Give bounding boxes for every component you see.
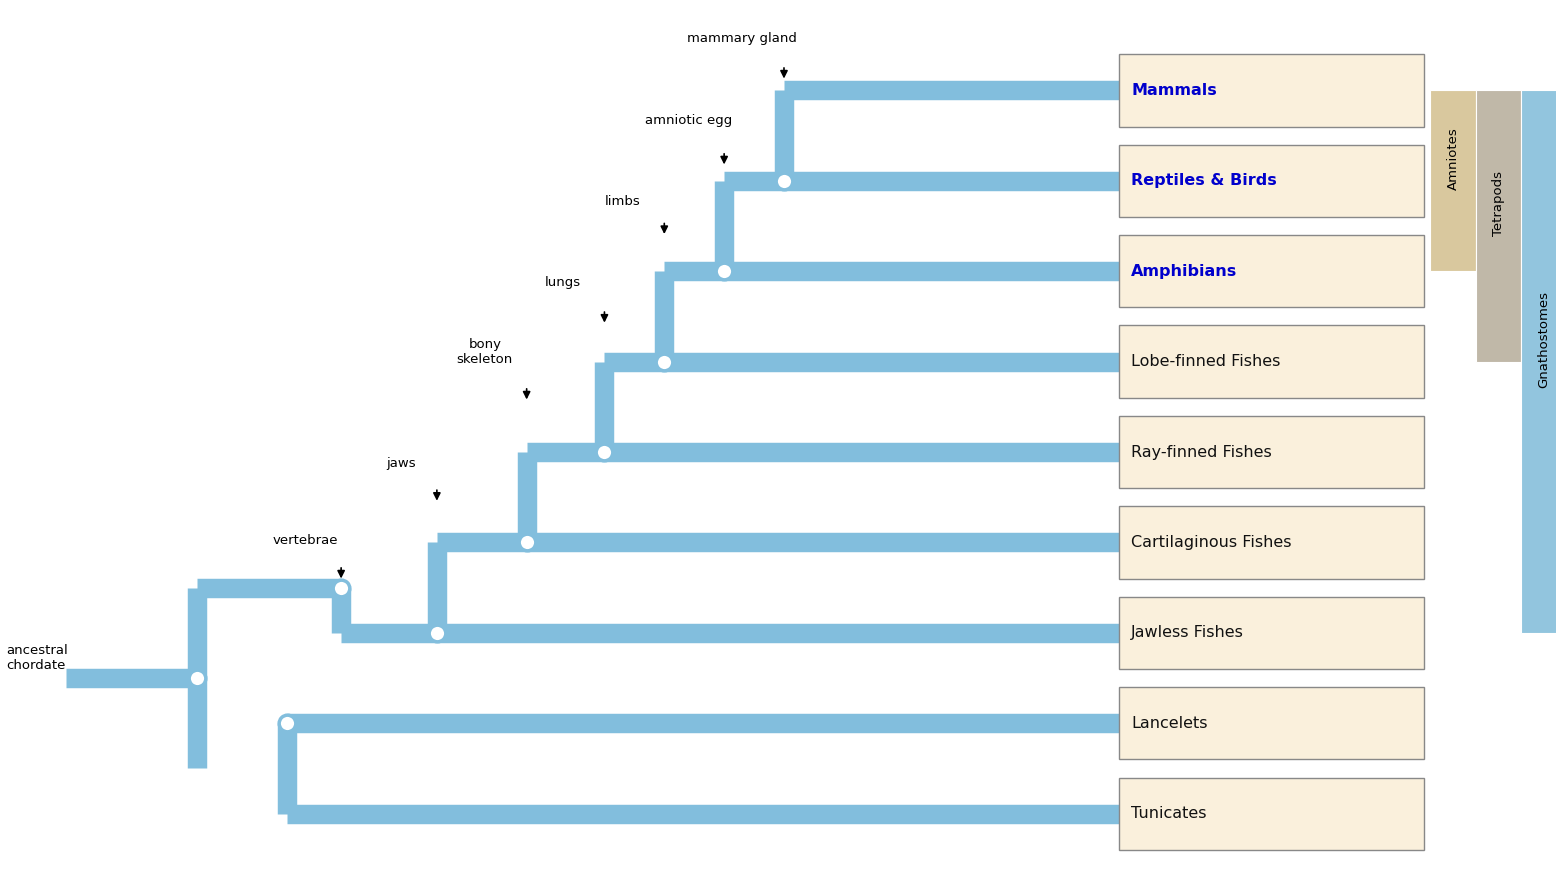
- Text: Reptiles & Birds: Reptiles & Birds: [1131, 174, 1277, 189]
- Text: Gnathostomes: Gnathostomes: [1537, 291, 1550, 387]
- FancyBboxPatch shape: [1119, 506, 1424, 579]
- Text: Cartilaginous Fishes: Cartilaginous Fishes: [1131, 535, 1291, 550]
- FancyBboxPatch shape: [1119, 235, 1424, 307]
- Text: Amphibians: Amphibians: [1131, 264, 1237, 279]
- Text: limbs: limbs: [605, 195, 640, 208]
- Text: mammary gland: mammary gland: [688, 32, 797, 45]
- Text: Lobe-finned Fishes: Lobe-finned Fishes: [1131, 354, 1281, 369]
- Text: Tunicates: Tunicates: [1131, 806, 1206, 821]
- FancyBboxPatch shape: [1119, 778, 1424, 850]
- Text: lungs: lungs: [545, 276, 580, 290]
- Text: Mammals: Mammals: [1131, 83, 1217, 98]
- Text: Tetrapods: Tetrapods: [1492, 171, 1505, 236]
- Text: amniotic egg: amniotic egg: [644, 113, 731, 127]
- Text: Jawless Fishes: Jawless Fishes: [1131, 626, 1243, 641]
- FancyBboxPatch shape: [1475, 90, 1522, 361]
- Text: ancestral
chordate: ancestral chordate: [6, 644, 68, 672]
- FancyBboxPatch shape: [1119, 144, 1424, 217]
- FancyBboxPatch shape: [1119, 596, 1424, 669]
- FancyBboxPatch shape: [1119, 688, 1424, 759]
- FancyBboxPatch shape: [1119, 416, 1424, 488]
- Text: Lancelets: Lancelets: [1131, 716, 1207, 731]
- Text: vertebrae: vertebrae: [272, 534, 338, 547]
- FancyBboxPatch shape: [1119, 325, 1424, 398]
- Text: bony
skeleton: bony skeleton: [456, 338, 513, 366]
- FancyBboxPatch shape: [1119, 54, 1424, 127]
- FancyBboxPatch shape: [1522, 90, 1556, 633]
- Text: Amniotes: Amniotes: [1447, 127, 1460, 190]
- Text: jaws: jaws: [386, 457, 415, 470]
- Text: Ray-finned Fishes: Ray-finned Fishes: [1131, 445, 1271, 460]
- FancyBboxPatch shape: [1430, 90, 1475, 271]
